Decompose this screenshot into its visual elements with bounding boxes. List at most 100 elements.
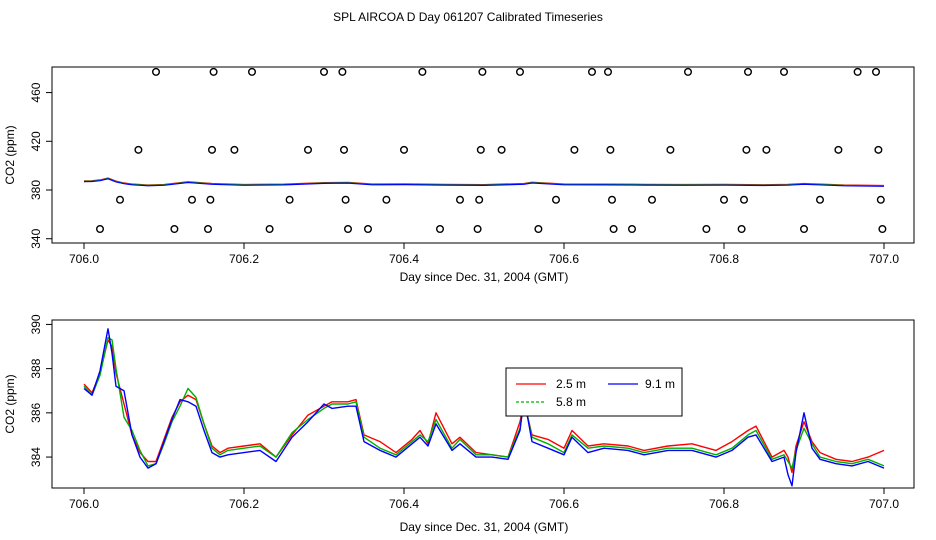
x-tick-label: 706.8 bbox=[709, 497, 739, 511]
x-tick-label: 706.6 bbox=[549, 252, 579, 266]
legend-label-9-1m: 9.1 m bbox=[645, 377, 675, 391]
calibration-point bbox=[230, 145, 239, 154]
x-tick-label: 707.0 bbox=[869, 497, 899, 511]
calibration-point bbox=[853, 67, 862, 76]
calibration-point bbox=[285, 195, 294, 204]
y-tick-label: 386 bbox=[29, 403, 43, 423]
calibration-point bbox=[740, 195, 749, 204]
calibration-point bbox=[737, 224, 746, 233]
calibration-point bbox=[876, 195, 885, 204]
x-tick-label: 706.4 bbox=[389, 252, 419, 266]
calibration-point bbox=[456, 195, 465, 204]
calibration-point bbox=[209, 67, 218, 76]
calibration-point bbox=[744, 67, 753, 76]
calibration-point bbox=[364, 224, 373, 233]
calibration-point bbox=[340, 145, 349, 154]
x-tick-label: 706.0 bbox=[69, 497, 99, 511]
x-tick-label: 706.8 bbox=[709, 252, 739, 266]
x-axis-top: 706.0 706.2 706.4 706.6 706.8 707.0 bbox=[69, 243, 899, 266]
calibration-point bbox=[473, 224, 482, 233]
legend: 2.5 m 5.8 m 9.1 m bbox=[505, 367, 683, 417]
x-axis-bottom: 706.0 706.2 706.4 706.6 706.8 707.0 bbox=[69, 488, 899, 511]
calibration-point bbox=[478, 67, 487, 76]
calibration-point bbox=[702, 224, 711, 233]
plot-frame-bottom bbox=[51, 319, 915, 489]
legend-box bbox=[505, 367, 683, 417]
calibration-point bbox=[400, 145, 409, 154]
calibration-point bbox=[497, 145, 506, 154]
calibration-point bbox=[608, 195, 617, 204]
calibration-point bbox=[187, 195, 196, 204]
co2-line-top bbox=[83, 177, 885, 187]
calibration-point bbox=[816, 195, 825, 204]
x-tick-label: 706.2 bbox=[229, 497, 259, 511]
x-tick-label: 706.2 bbox=[229, 252, 259, 266]
calibration-point bbox=[834, 145, 843, 154]
calibration-point bbox=[684, 67, 693, 76]
calibration-point bbox=[720, 195, 729, 204]
calibration-point bbox=[115, 195, 124, 204]
calibration-point bbox=[247, 67, 256, 76]
calibration-point bbox=[476, 145, 485, 154]
calibration-point bbox=[628, 224, 637, 233]
calibration-point bbox=[134, 145, 143, 154]
calibrated-timeseries-panel: 706.0 706.2 706.4 706.6 706.8 707.0 340 380 420… bbox=[3, 66, 915, 284]
calibration-point bbox=[878, 224, 887, 233]
x-tick-label: 707.0 bbox=[869, 252, 899, 266]
calibration-point bbox=[648, 195, 657, 204]
calibration-point bbox=[872, 67, 881, 76]
y-axis-label-top: CO2 (ppm) bbox=[3, 125, 17, 184]
y-tick-label: 420 bbox=[29, 131, 43, 151]
calibration-point bbox=[436, 224, 445, 233]
figure-title: SPL AIRCOA D Day 061207 Calibrated Times… bbox=[333, 10, 603, 24]
calibration-point bbox=[534, 224, 543, 233]
y-tick-label: 380 bbox=[29, 180, 43, 200]
calibration-point bbox=[800, 224, 809, 233]
y-tick-label: 390 bbox=[29, 314, 43, 334]
calibration-point bbox=[780, 67, 789, 76]
calibration-point bbox=[552, 195, 561, 204]
calibration-point bbox=[516, 67, 525, 76]
series-line-2-5-m bbox=[83, 339, 885, 474]
calibration-point bbox=[95, 224, 104, 233]
calibration-point bbox=[742, 145, 751, 154]
calibration-point bbox=[206, 195, 215, 204]
plot-frame-top bbox=[51, 66, 915, 244]
calibration-point bbox=[203, 224, 212, 233]
x-tick-label: 706.0 bbox=[69, 252, 99, 266]
series-lines bbox=[83, 328, 885, 487]
legend-label-5-8m: 5.8 m bbox=[556, 395, 586, 409]
y-axis-label-bottom: CO2 (ppm) bbox=[3, 374, 17, 433]
calibration-point bbox=[382, 195, 391, 204]
calibration-point bbox=[341, 195, 350, 204]
calibration-point bbox=[344, 224, 353, 233]
calibration-point bbox=[265, 224, 274, 233]
y-tick-label: 384 bbox=[29, 447, 43, 467]
calibration-point bbox=[570, 145, 579, 154]
calibration-point bbox=[604, 67, 613, 76]
calibration-point bbox=[666, 145, 675, 154]
series-line-5-8-m bbox=[83, 337, 885, 469]
co2-trace-top bbox=[83, 177, 885, 187]
series-line-9-1-m bbox=[83, 328, 885, 487]
calibration-point bbox=[762, 145, 771, 154]
x-axis-label-top: Day since Dec. 31, 2004 (GMT) bbox=[400, 270, 569, 284]
legend-label-2-5m: 2.5 m bbox=[556, 377, 586, 391]
x-tick-label: 706.4 bbox=[389, 497, 419, 511]
calibration-point bbox=[418, 67, 427, 76]
calibration-point bbox=[606, 145, 615, 154]
co2-trace-top bbox=[83, 178, 885, 187]
calibration-point bbox=[609, 224, 618, 233]
calibration-points bbox=[95, 67, 887, 233]
calibration-point bbox=[151, 67, 160, 76]
x-axis-label-bottom: Day since Dec. 31, 2004 (GMT) bbox=[400, 520, 569, 534]
calibration-point bbox=[588, 67, 597, 76]
y-axis-bottom: 384 386 388 390 bbox=[29, 314, 52, 467]
y-tick-label: 388 bbox=[29, 358, 43, 378]
co2-trace-top bbox=[83, 177, 885, 187]
calibration-point bbox=[874, 145, 883, 154]
y-axis-top: 340 380 420 460 bbox=[29, 82, 52, 249]
calibration-point bbox=[170, 224, 179, 233]
calibration-point bbox=[320, 67, 329, 76]
